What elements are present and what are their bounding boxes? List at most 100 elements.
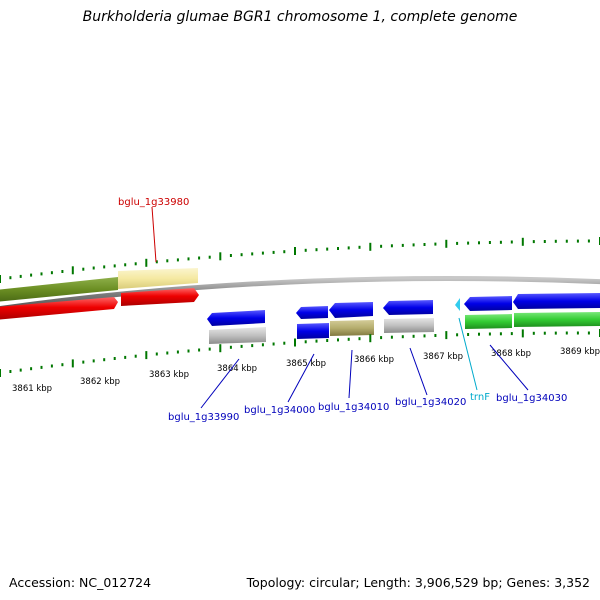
inner-major-tick (145, 351, 148, 360)
inner-minor-tick (326, 339, 329, 342)
outer-minor-tick (50, 271, 53, 275)
inner-tick-ring (0, 329, 600, 377)
inner-minor-tick (19, 368, 22, 372)
scale-label-3865: 3865 kbp (286, 359, 326, 369)
inner-minor-tick (113, 357, 116, 360)
inner-minor-tick (166, 351, 169, 355)
trna-trnF-feature (455, 298, 460, 311)
outer-major-tick (71, 266, 74, 275)
inner-minor-tick (390, 335, 393, 339)
outer-minor-tick (82, 267, 85, 271)
label-leaders (151, 206, 529, 409)
outer-minor-tick (412, 243, 415, 247)
chromosome-backbone (0, 276, 600, 312)
outer-minor-tick (337, 247, 339, 250)
inner-minor-tick (61, 363, 64, 367)
inner-minor-tick (208, 347, 211, 351)
outer-minor-tick (576, 239, 579, 243)
inner-minor-tick (587, 331, 590, 335)
outer-minor-tick (9, 276, 12, 280)
inner-minor-tick (423, 334, 426, 338)
outer-major-tick (521, 237, 524, 246)
inner-major-tick (369, 334, 372, 343)
outer-minor-tick (124, 263, 127, 267)
gene-label-trnF: trnF (470, 392, 490, 403)
inner-minor-tick (124, 355, 127, 359)
outer-minor-tick (251, 252, 254, 256)
outer-major-tick (445, 239, 448, 248)
inner-major-tick (294, 338, 296, 347)
inner-minor-tick (229, 345, 232, 349)
inner-minor-tick (478, 332, 480, 336)
inner-minor-tick (50, 364, 53, 368)
inner-minor-tick (488, 332, 491, 336)
inner-minor-tick (380, 336, 383, 340)
inner-minor-tick (434, 334, 437, 337)
scale-label-3866: 3866 kbp (354, 355, 394, 365)
outer-minor-tick (40, 272, 43, 276)
outer-major-tick (219, 252, 222, 261)
outer-minor-tick (176, 258, 179, 262)
outer-minor-tick (478, 241, 480, 245)
gene-labels: bglu_1g33980 bglu_1g33990 bglu_1g34000 b… (118, 197, 567, 423)
leader-33990 (200, 358, 240, 409)
outer-minor-tick (467, 241, 470, 245)
outer-minor-tick (272, 250, 275, 254)
outer-minor-tick (456, 241, 459, 245)
inner-minor-tick (337, 338, 339, 342)
inner-minor-tick (82, 360, 85, 364)
inner-minor-tick (40, 365, 43, 369)
scale-label-3864: 3864 kbp (217, 364, 257, 374)
gene-label-33980: bglu_1g33980 (118, 197, 189, 208)
outer-minor-tick (510, 240, 513, 244)
inner-minor-tick (240, 344, 243, 348)
inner-minor-tick (510, 332, 513, 336)
leader-34000 (287, 353, 315, 403)
outer-minor-tick (113, 264, 116, 268)
outer-minor-tick (155, 260, 158, 264)
inner-major-tick (521, 329, 524, 338)
gene-pale-feature (118, 268, 198, 289)
inner-minor-tick (92, 359, 95, 363)
cds-red-arrow-1 (0, 297, 118, 320)
outer-minor-tick (198, 256, 201, 260)
inner-minor-tick (532, 331, 535, 335)
gene-khaki-34010 (330, 320, 374, 336)
leader-34020 (409, 347, 428, 396)
inner-minor-tick (134, 354, 137, 358)
gene-olive-feature (0, 277, 118, 302)
inner-minor-tick (543, 331, 546, 335)
outer-minor-tick (103, 265, 106, 269)
cds-blue-arrow-34030-b (513, 293, 600, 309)
outer-major-tick (145, 258, 148, 267)
accession-text: Accession: NC_012724 (9, 575, 152, 590)
inner-minor-tick (412, 334, 415, 338)
topology-text: Topology: circular; Length: 3,906,529 bp… (246, 575, 590, 590)
cds-blue-arrow-34010 (329, 302, 373, 318)
outer-minor-tick (261, 251, 264, 255)
outer-minor-tick (187, 257, 190, 261)
outer-minor-tick (134, 262, 137, 266)
gene-grey-33990 (209, 327, 266, 344)
gene-label-34010: bglu_1g34010 (318, 402, 389, 413)
outer-minor-tick (543, 240, 546, 243)
outer-minor-tick (347, 246, 350, 250)
inner-minor-tick (358, 337, 361, 341)
scale-label-3863: 3863 kbp (149, 370, 189, 380)
gene-label-34030: bglu_1g34030 (496, 393, 567, 404)
inner-minor-tick (467, 333, 470, 336)
gene-green-34030-b (514, 312, 600, 327)
inner-minor-tick (30, 367, 33, 371)
inner-minor-tick (251, 344, 254, 348)
cds-blue-arrow-34000-top (296, 306, 328, 319)
inner-minor-tick (187, 349, 190, 353)
outer-minor-tick (401, 243, 404, 247)
inner-minor-tick (565, 331, 568, 335)
inner-major-tick (445, 331, 448, 340)
inner-major-tick (0, 369, 1, 377)
inner-minor-tick (9, 370, 12, 373)
leader-33980 (151, 206, 157, 263)
gene-green-34030-a (465, 314, 512, 329)
scale-label-3867: 3867 kbp (423, 352, 463, 362)
